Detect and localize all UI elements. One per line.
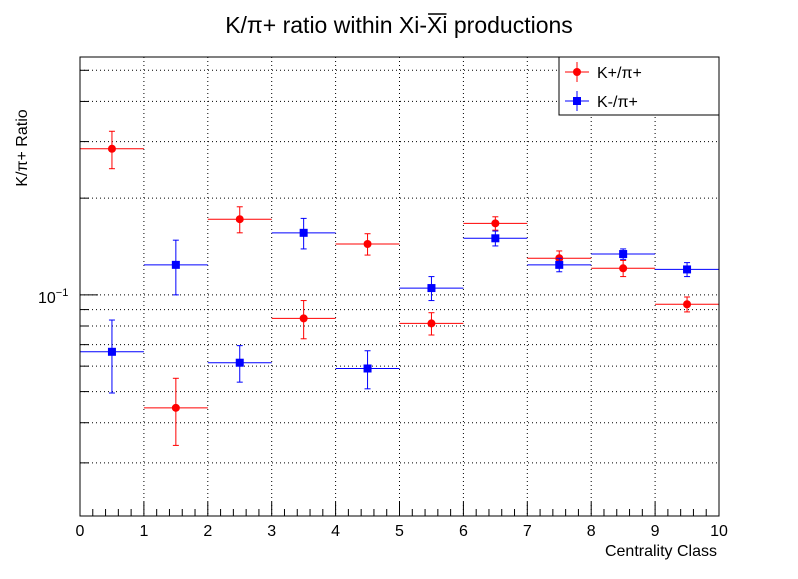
data-point — [491, 234, 500, 243]
x-tick-label: 8 — [587, 523, 596, 540]
data-point — [235, 215, 244, 224]
x-tick-label: 6 — [459, 523, 468, 540]
data-point — [235, 358, 244, 367]
legend-box — [558, 56, 720, 116]
axes: 0 1 2 3 4 5 6 7 8 9 10 — [76, 69, 728, 540]
data-point — [107, 347, 116, 356]
chart-title: K/π+ ratio within Xi-Xi productions — [225, 12, 573, 38]
x-tick-label: 7 — [523, 523, 532, 540]
legend-label: K-/π+ — [597, 94, 638, 111]
y-axis-label: K/π+ Ratio — [14, 109, 31, 186]
chart-title-overline: Xi — [427, 12, 447, 38]
data-point — [619, 250, 628, 259]
x-tick-label: 0 — [76, 523, 85, 540]
chart-title-main: K/π+ ratio within Xi- — [225, 12, 427, 38]
data-point — [171, 403, 180, 412]
x-tick-label: 10 — [710, 523, 728, 540]
y-tick-exponent: −1 — [56, 287, 69, 299]
data-point — [299, 228, 308, 237]
data-point — [683, 265, 692, 274]
data-point — [619, 264, 628, 273]
chart-title-tail: productions — [448, 12, 573, 38]
x-tick-label: 2 — [203, 523, 212, 540]
series-k-minus — [80, 217, 719, 394]
y-tick-label: 10−1 — [38, 287, 68, 307]
data-point — [299, 314, 308, 323]
data-point — [107, 144, 116, 153]
data-point — [171, 260, 180, 269]
data-point — [427, 284, 436, 293]
legend-marker — [573, 68, 581, 76]
x-tick-label: 1 — [139, 523, 148, 540]
data-point — [363, 364, 372, 373]
data-point — [683, 300, 692, 309]
x-tick-label: 5 — [395, 523, 404, 540]
data-point — [363, 239, 372, 248]
data-point — [491, 219, 500, 228]
data-point — [427, 319, 436, 328]
legend-marker — [573, 97, 581, 105]
x-tick-label: 4 — [331, 523, 340, 540]
grid — [80, 57, 719, 516]
legend-label: K+/π+ — [597, 65, 642, 82]
y-tick-base: 10 — [38, 290, 56, 307]
x-axis-label: Centrality Class — [605, 543, 717, 560]
data-point — [555, 260, 564, 269]
chart-marks — [80, 130, 719, 446]
series-k-plus — [80, 130, 719, 446]
legend: K+/π+ K-/π+ — [558, 56, 720, 116]
x-tick-label: 3 — [267, 523, 276, 540]
x-tick-label: 9 — [651, 523, 660, 540]
